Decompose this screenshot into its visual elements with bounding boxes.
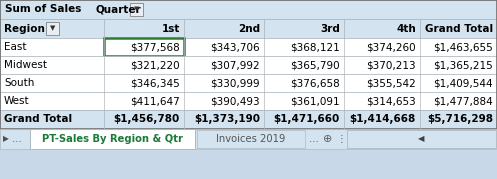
Bar	[0, 129, 497, 149]
Bar	[46, 22, 59, 35]
Text: Sum of Sales: Sum of Sales	[5, 4, 82, 14]
Text: ◀: ◀	[418, 134, 425, 144]
Text: $1,463,655: $1,463,655	[433, 42, 493, 52]
Bar	[130, 3, 143, 16]
Text: South: South	[4, 78, 34, 88]
Text: 3rd: 3rd	[320, 23, 340, 33]
Text: $370,213: $370,213	[366, 60, 416, 70]
Bar	[0, 19, 497, 38]
Text: $321,220: $321,220	[130, 60, 180, 70]
Bar	[30, 129, 195, 149]
Text: $1,477,884: $1,477,884	[433, 96, 493, 106]
Text: West: West	[4, 96, 30, 106]
Text: $376,658: $376,658	[290, 78, 340, 88]
Bar	[0, 74, 497, 92]
Text: ⋮: ⋮	[337, 134, 347, 144]
Text: PT-Sales By Region & Qtr: PT-Sales By Region & Qtr	[42, 134, 183, 144]
Text: ⊕: ⊕	[323, 134, 332, 144]
Bar	[104, 38, 184, 56]
Text: 4th: 4th	[396, 23, 416, 33]
Bar	[0, 92, 497, 110]
Text: Midwest: Midwest	[4, 60, 47, 70]
Text: $5,716,298: $5,716,298	[427, 115, 493, 125]
Text: …: …	[309, 134, 319, 144]
Text: $355,542: $355,542	[366, 78, 416, 88]
Bar	[197, 130, 305, 148]
Text: $361,091: $361,091	[290, 96, 340, 106]
Text: 1st: 1st	[162, 23, 180, 33]
Text: ▶: ▶	[3, 134, 9, 144]
Text: Region: Region	[4, 23, 45, 33]
Text: Grand Total: Grand Total	[4, 115, 72, 125]
Text: $1,471,660: $1,471,660	[274, 115, 340, 125]
Text: $374,260: $374,260	[366, 42, 416, 52]
Text: $314,653: $314,653	[366, 96, 416, 106]
Text: ▼: ▼	[134, 6, 139, 13]
Text: $307,992: $307,992	[210, 60, 260, 70]
Text: $1,365,215: $1,365,215	[433, 60, 493, 70]
Bar	[347, 130, 496, 148]
Text: $1,414,668: $1,414,668	[350, 115, 416, 125]
Text: $1,456,780: $1,456,780	[114, 115, 180, 125]
Text: East: East	[4, 42, 26, 52]
Text: $330,999: $330,999	[210, 78, 260, 88]
Text: 2nd: 2nd	[238, 23, 260, 33]
Text: Invoices 2019: Invoices 2019	[216, 134, 286, 144]
Text: $411,647: $411,647	[130, 96, 180, 106]
Text: $343,706: $343,706	[210, 42, 260, 52]
Text: $368,121: $368,121	[290, 42, 340, 52]
Text: $365,790: $365,790	[290, 60, 340, 70]
Bar	[0, 0, 497, 129]
Bar	[0, 56, 497, 74]
Text: $1,409,544: $1,409,544	[433, 78, 493, 88]
Text: $377,568: $377,568	[130, 42, 180, 52]
Bar	[0, 0, 497, 19]
Bar	[0, 38, 497, 56]
Text: $1,373,190: $1,373,190	[194, 115, 260, 125]
Text: Quarter: Quarter	[95, 4, 141, 14]
Text: $346,345: $346,345	[130, 78, 180, 88]
Bar	[0, 110, 497, 129]
Text: $390,493: $390,493	[210, 96, 260, 106]
Text: ▼: ▼	[50, 25, 55, 32]
Text: Grand Total: Grand Total	[425, 23, 493, 33]
Text: …: …	[12, 134, 22, 144]
